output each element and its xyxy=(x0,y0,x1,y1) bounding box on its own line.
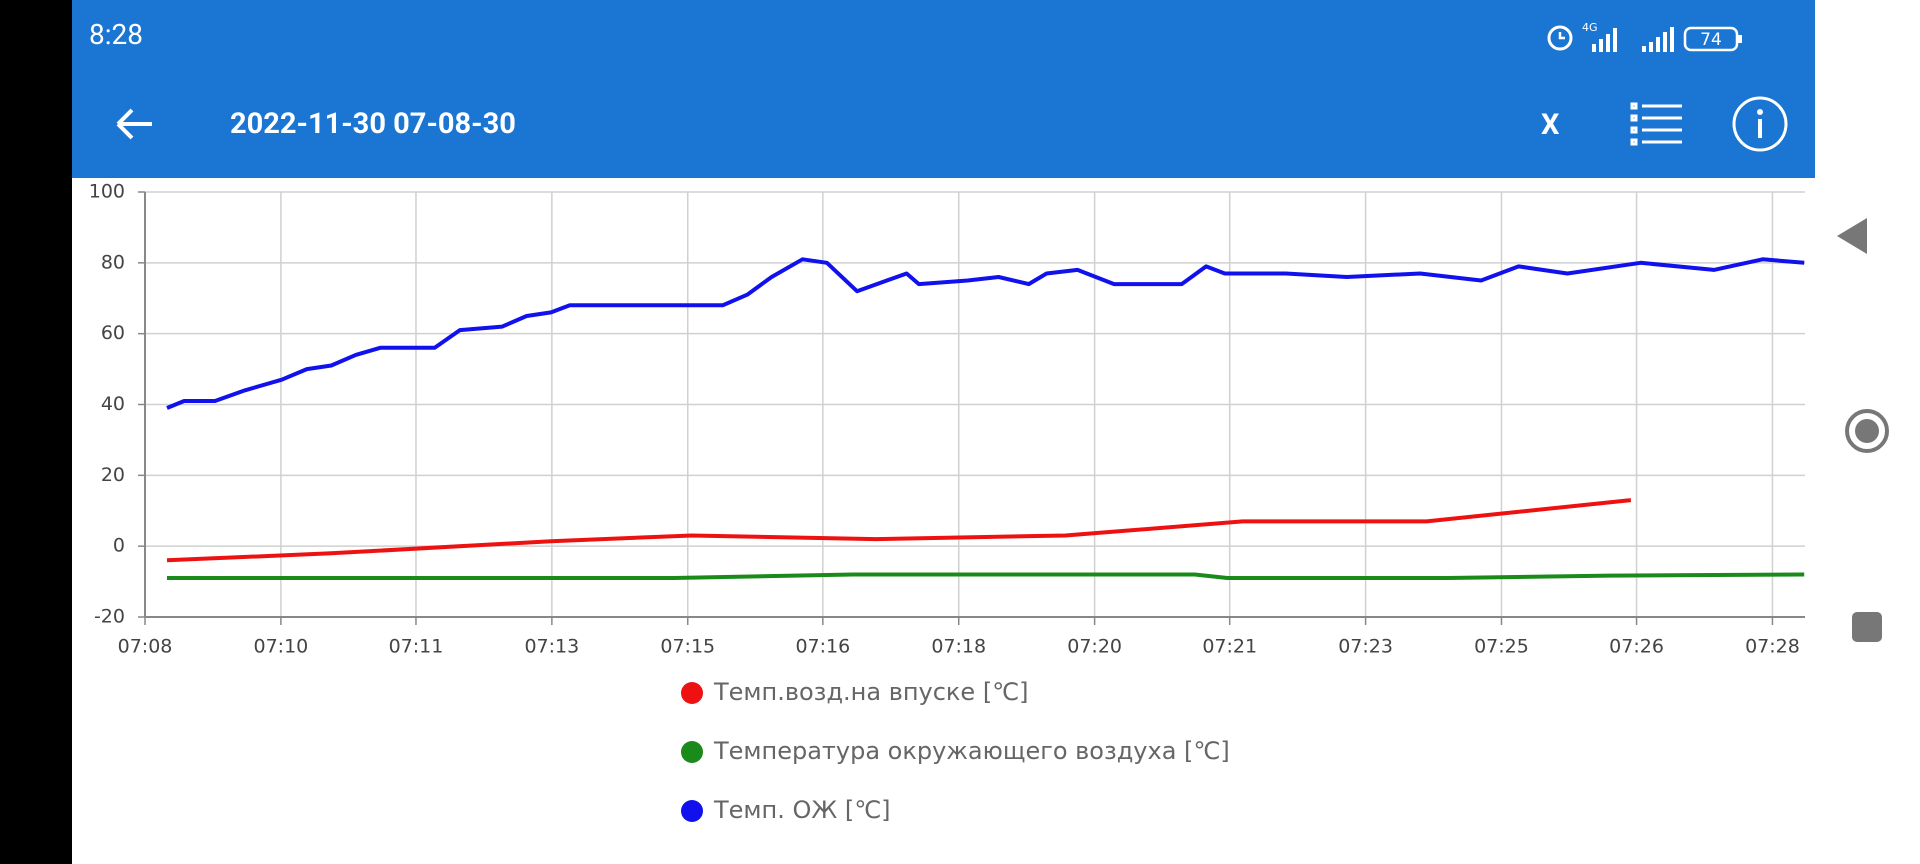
y-tick-label: 0 xyxy=(113,535,125,557)
y-tick-label: 80 xyxy=(101,251,125,273)
nav-recent[interactable] xyxy=(1852,612,1882,642)
left-bar xyxy=(0,0,72,864)
legend-marker xyxy=(681,741,703,763)
list-button[interactable] xyxy=(1630,100,1686,148)
network-label: 4G xyxy=(1582,21,1598,34)
series-line xyxy=(166,257,1805,410)
status-time: 8:28 xyxy=(89,18,143,51)
legend-label: Темп. ОЖ [℃] xyxy=(713,796,891,824)
y-tick-label: 100 xyxy=(89,181,125,203)
close-button[interactable]: X xyxy=(1541,108,1560,142)
x-tick-label: 07:13 xyxy=(524,636,579,658)
legend-label: Темп.возд.на впуске [℃] xyxy=(713,678,1029,706)
x-tick-label: 07:28 xyxy=(1745,636,1800,658)
y-tick-label: -20 xyxy=(94,606,125,628)
app-title: 2022-11-30 07-08-30 xyxy=(230,107,516,141)
nav-bar xyxy=(1837,218,1889,642)
app-bar: 8:28 4G 74 2022-11-30 07-08-30 X xyxy=(72,0,1815,178)
x-tick-label: 07:16 xyxy=(795,636,850,658)
x-tick-label: 07:10 xyxy=(254,636,309,658)
x-tick-label: 07:25 xyxy=(1474,636,1529,658)
x-tick-label: 07:18 xyxy=(931,636,986,658)
series-line xyxy=(167,572,1805,580)
back-button[interactable] xyxy=(112,102,156,146)
nav-back[interactable] xyxy=(1837,218,1867,254)
x-tick-label: 07:08 xyxy=(118,636,173,658)
x-tick-label: 07:11 xyxy=(389,636,444,658)
y-tick-label: 60 xyxy=(101,322,125,344)
battery-label: 74 xyxy=(1700,30,1722,50)
x-tick-label: 07:15 xyxy=(660,636,715,658)
x-tick-label: 07:21 xyxy=(1202,636,1257,658)
legend-label: Температура окружающего воздуха [℃] xyxy=(713,737,1230,765)
y-tick-label: 20 xyxy=(101,464,125,486)
legend-marker xyxy=(681,682,703,704)
legend-marker xyxy=(681,800,703,822)
info-button[interactable] xyxy=(1732,96,1788,152)
x-tick-label: 07:23 xyxy=(1338,636,1393,658)
status-icons: 4G 74 xyxy=(1547,21,1742,52)
nav-home[interactable] xyxy=(1845,409,1889,453)
chart: -20 0 20 40 60 80 100 07:08 07:10 07:11 07:13 07:15… xyxy=(89,181,1805,824)
series-line xyxy=(166,498,1632,563)
x-tick-label: 07:20 xyxy=(1067,636,1122,658)
y-tick-label: 40 xyxy=(101,393,125,415)
x-tick-label: 07:26 xyxy=(1609,636,1664,658)
